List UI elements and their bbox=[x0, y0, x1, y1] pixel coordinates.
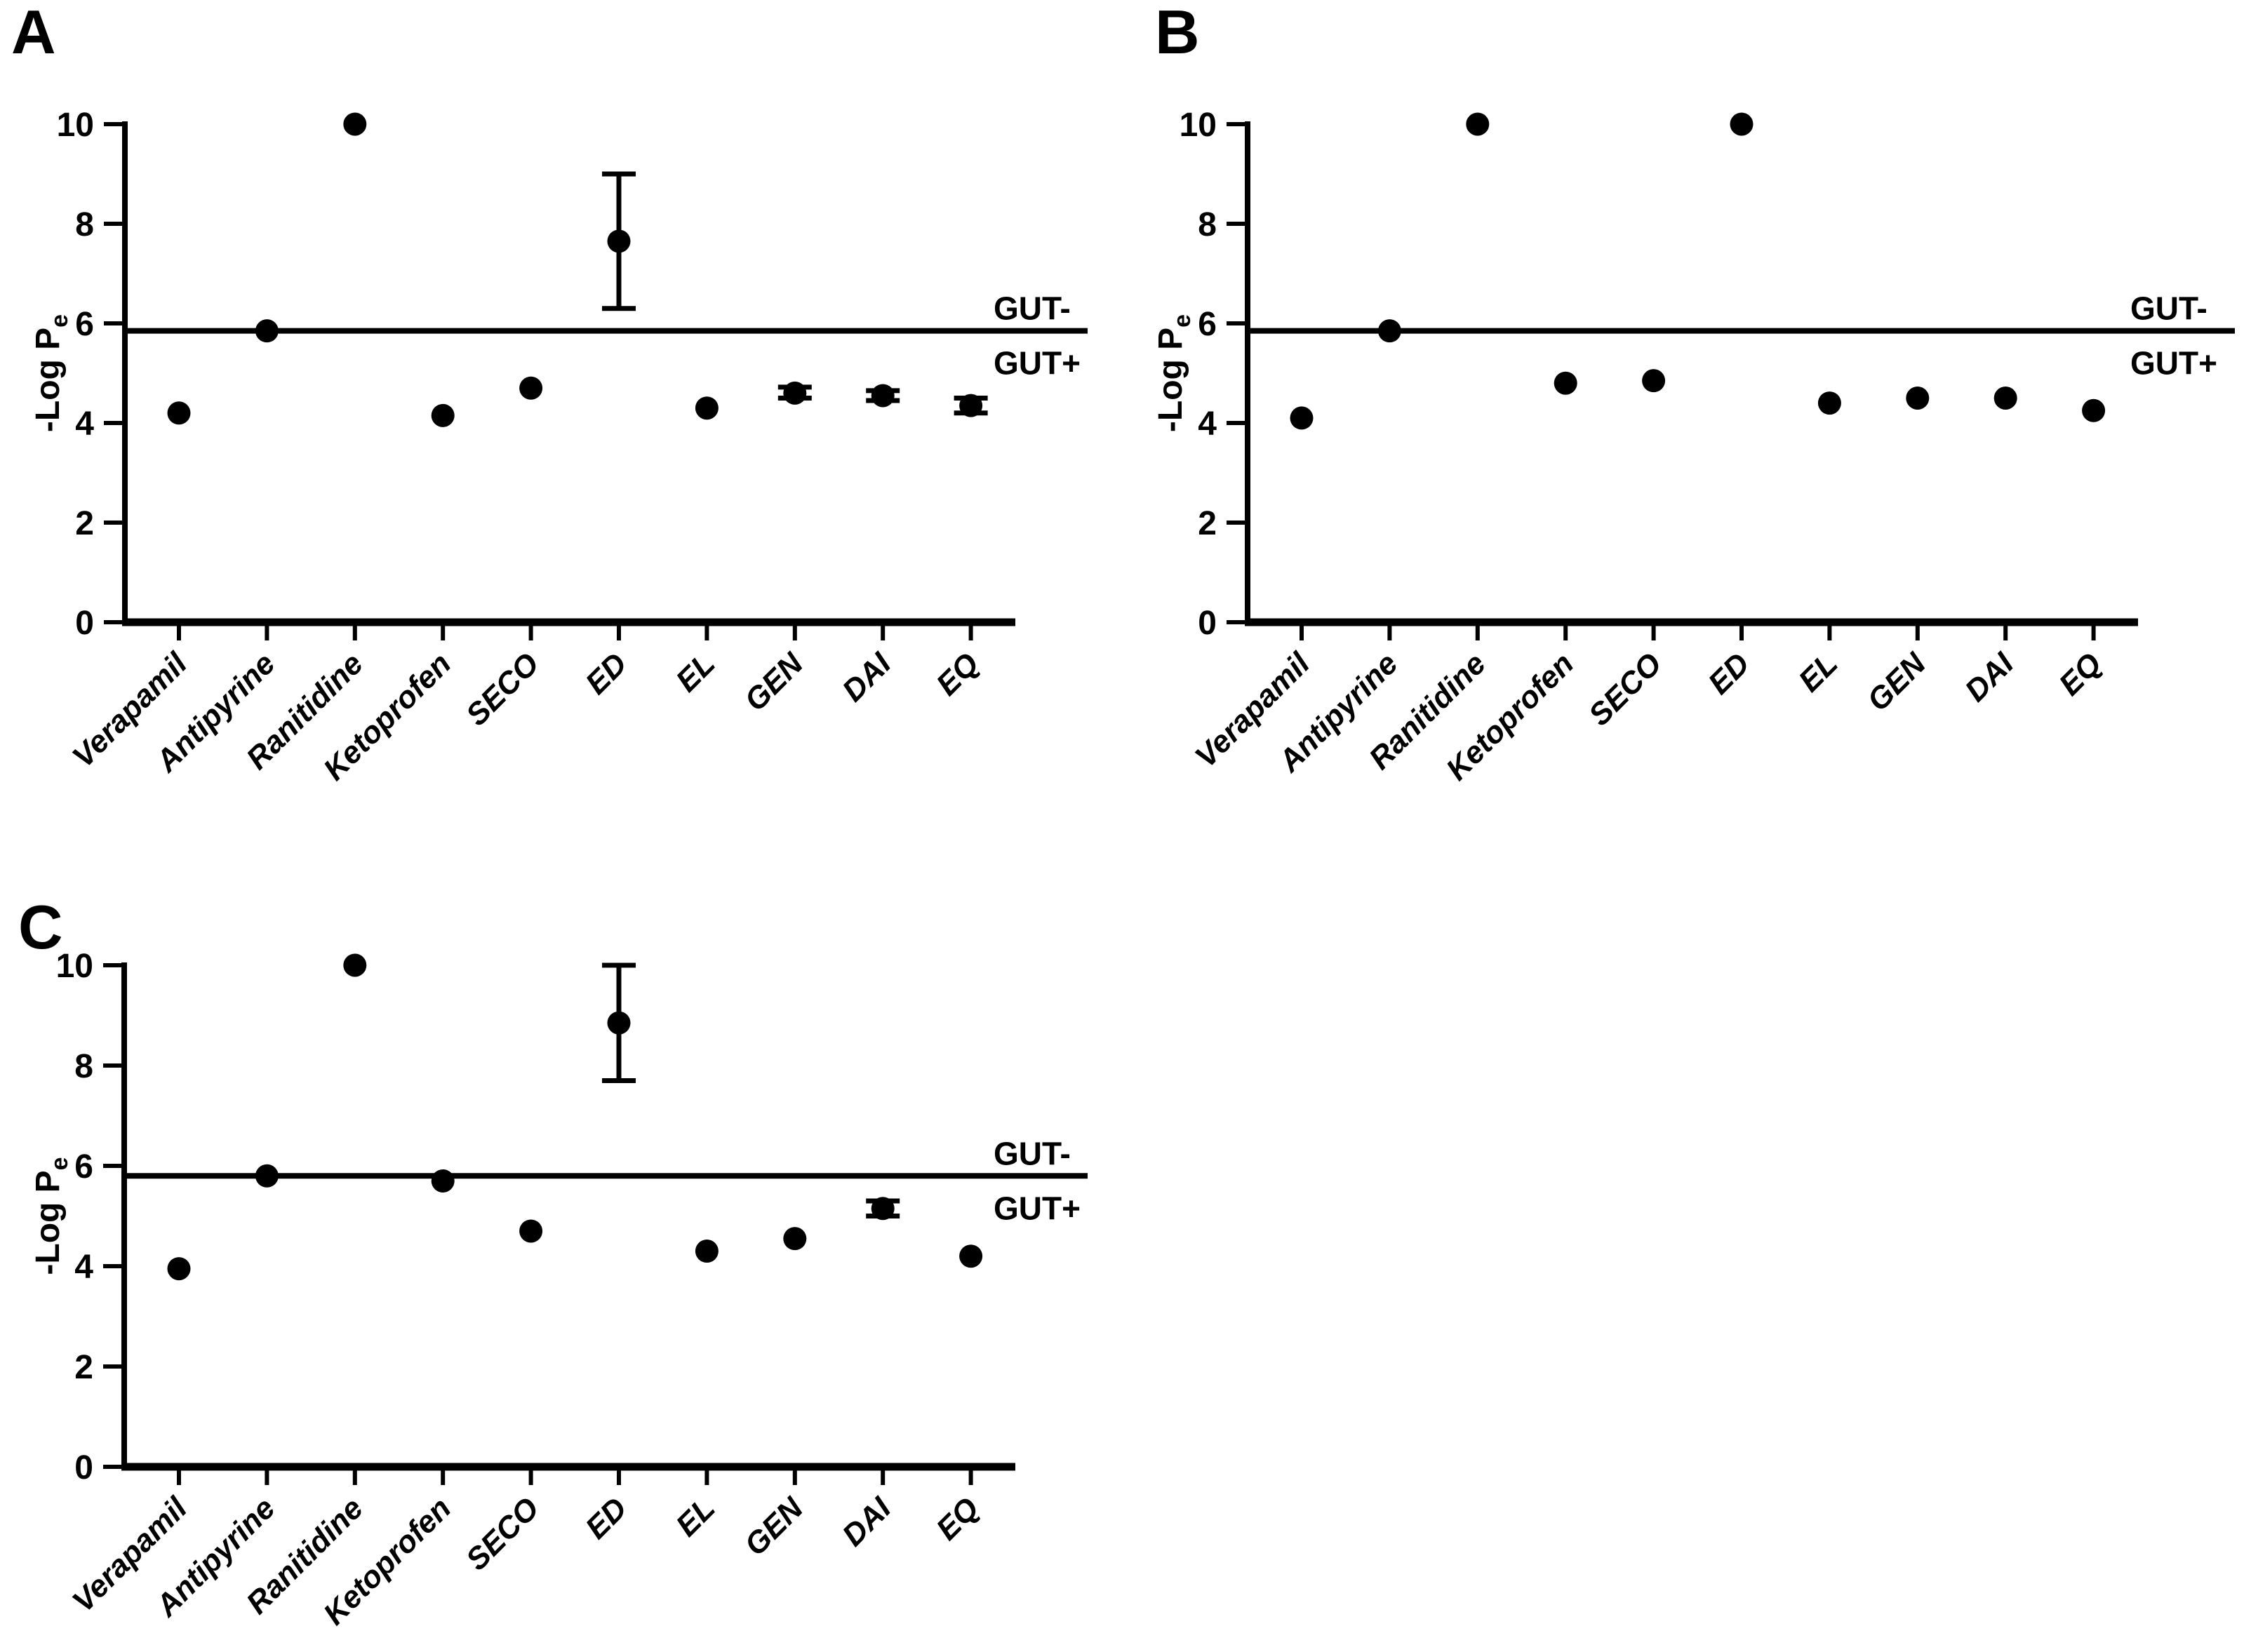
panel-a-y-tick-label: 8 bbox=[75, 206, 94, 243]
panel-b-data-point bbox=[1290, 406, 1314, 430]
panel-b-category-label: DAI bbox=[1958, 646, 2021, 709]
panel-b-y-tick-label: 4 bbox=[1198, 405, 1217, 443]
panel-c-data-point bbox=[783, 1227, 807, 1251]
panel-c-y-tick-label: 4 bbox=[74, 1249, 93, 1286]
panel-a-category-label: ED bbox=[579, 646, 634, 701]
panel-b-y-axis-title-subscript: e bbox=[1169, 314, 1196, 328]
panel-b-y-axis-title: -Log Pe bbox=[1152, 314, 1196, 432]
panel-b-category-label: SECO bbox=[1582, 646, 1669, 732]
panel-b-y-tick-label: 0 bbox=[1198, 605, 1217, 642]
panel-a-data-point bbox=[431, 403, 455, 427]
panel-b-y-tick-label: 10 bbox=[1180, 107, 1217, 144]
panel-a-y-tick-label: 2 bbox=[75, 505, 94, 542]
panel-c-y-tick-label: 0 bbox=[74, 1449, 93, 1486]
panel-c-category-label: ED bbox=[579, 1491, 634, 1545]
panel-a-category-label: EL bbox=[669, 646, 721, 698]
panel-a-category-label: SECO bbox=[460, 646, 546, 732]
panel-a-y-axis-title: -Log Pe bbox=[29, 314, 73, 432]
panel-b-y-tick-label: 2 bbox=[1198, 505, 1217, 542]
panel-a-category-label: EQ bbox=[930, 646, 986, 702]
panel-b-data-point bbox=[2082, 398, 2106, 422]
panel-c-category-label: GEN bbox=[738, 1491, 810, 1563]
panel-a-letter: A bbox=[11, 0, 56, 67]
panel-c-category-label: SECO bbox=[460, 1491, 546, 1577]
panel-a-data-point bbox=[783, 381, 807, 405]
panel-b-category-label: ED bbox=[1702, 646, 1756, 701]
panel-c-data-point bbox=[167, 1257, 191, 1281]
panel-b-category-label: EL bbox=[1792, 646, 1844, 698]
panel-a-data-point bbox=[167, 401, 191, 425]
panel-a-y-tick-label: 10 bbox=[57, 107, 94, 144]
panel-b-data-point bbox=[1642, 369, 1666, 393]
panel-c-data-point bbox=[695, 1240, 719, 1263]
panel-a-data-point bbox=[519, 376, 543, 400]
panel-c-data-point bbox=[607, 1011, 631, 1035]
panel-c-y-tick-label: 10 bbox=[56, 948, 93, 985]
panel-c-y-tick-label: 8 bbox=[74, 1048, 93, 1085]
panel-c-category-label: EL bbox=[669, 1491, 721, 1543]
panel-b-letter: B bbox=[1155, 0, 1200, 67]
panel-b-category-label: GEN bbox=[1861, 646, 1933, 718]
panel-c-y-tick-label: 6 bbox=[74, 1148, 93, 1186]
panel-b-gut-minus-label: GUT- bbox=[2130, 290, 2207, 327]
panel-c-y-axis-title: -Log Pe bbox=[29, 1157, 73, 1275]
panel-b-data-point bbox=[1554, 371, 1577, 395]
panel-a-data-point bbox=[607, 229, 631, 253]
panel-b-y-tick-label: 6 bbox=[1198, 306, 1217, 343]
panel-a-data-point bbox=[343, 112, 367, 136]
panel-a-y-tick-label: 6 bbox=[75, 306, 94, 343]
panel-a-data-point bbox=[695, 396, 719, 420]
panel-b-data-point bbox=[1817, 391, 1841, 415]
panel-c-data-point bbox=[255, 1164, 279, 1188]
panel-a-data-point bbox=[255, 319, 279, 343]
panel-a-gut-plus-label: GUT+ bbox=[994, 345, 1081, 382]
panel-b-category-label: EQ bbox=[2052, 646, 2109, 702]
panel-a-y-tick-label: 0 bbox=[75, 605, 94, 642]
panel-c-data-point bbox=[959, 1244, 983, 1268]
panel-c-data-point bbox=[871, 1197, 895, 1221]
panel-b-data-point bbox=[1466, 112, 1490, 136]
panel-a-category-label: GEN bbox=[738, 646, 810, 718]
panel-b-data-point bbox=[1993, 387, 2017, 410]
panel-a-data-point bbox=[959, 394, 983, 417]
panel-a-y-axis-title-subscript: e bbox=[46, 314, 73, 328]
panel-c-y-axis-title-subscript: e bbox=[46, 1157, 73, 1170]
panel-a-gut-minus-label: GUT- bbox=[994, 290, 1071, 327]
panel-c-y-tick-label: 2 bbox=[74, 1349, 93, 1386]
panel-c-category-label: EQ bbox=[930, 1491, 986, 1547]
panel-b-data-point bbox=[1906, 387, 1930, 410]
panel-c-data-point bbox=[343, 953, 367, 977]
panel-b-y-tick-label: 8 bbox=[1198, 206, 1217, 243]
panel-c-category-label: DAI bbox=[836, 1491, 898, 1553]
panel-c-data-point bbox=[519, 1219, 543, 1243]
panel-c-gut-plus-label: GUT+ bbox=[994, 1190, 1081, 1226]
panel-c-gut-minus-label: GUT- bbox=[994, 1135, 1071, 1171]
panel-a-y-tick-label: 4 bbox=[75, 405, 94, 443]
panel-b-data-point bbox=[1377, 319, 1401, 343]
panel-b-data-point bbox=[1730, 112, 1754, 136]
panel-a-category-label: DAI bbox=[836, 646, 898, 709]
panel-a-data-point bbox=[871, 384, 895, 408]
panel-b-gut-plus-label: GUT+ bbox=[2130, 345, 2217, 382]
panel-c-letter: C bbox=[18, 892, 63, 962]
panel-c-data-point bbox=[431, 1169, 455, 1193]
